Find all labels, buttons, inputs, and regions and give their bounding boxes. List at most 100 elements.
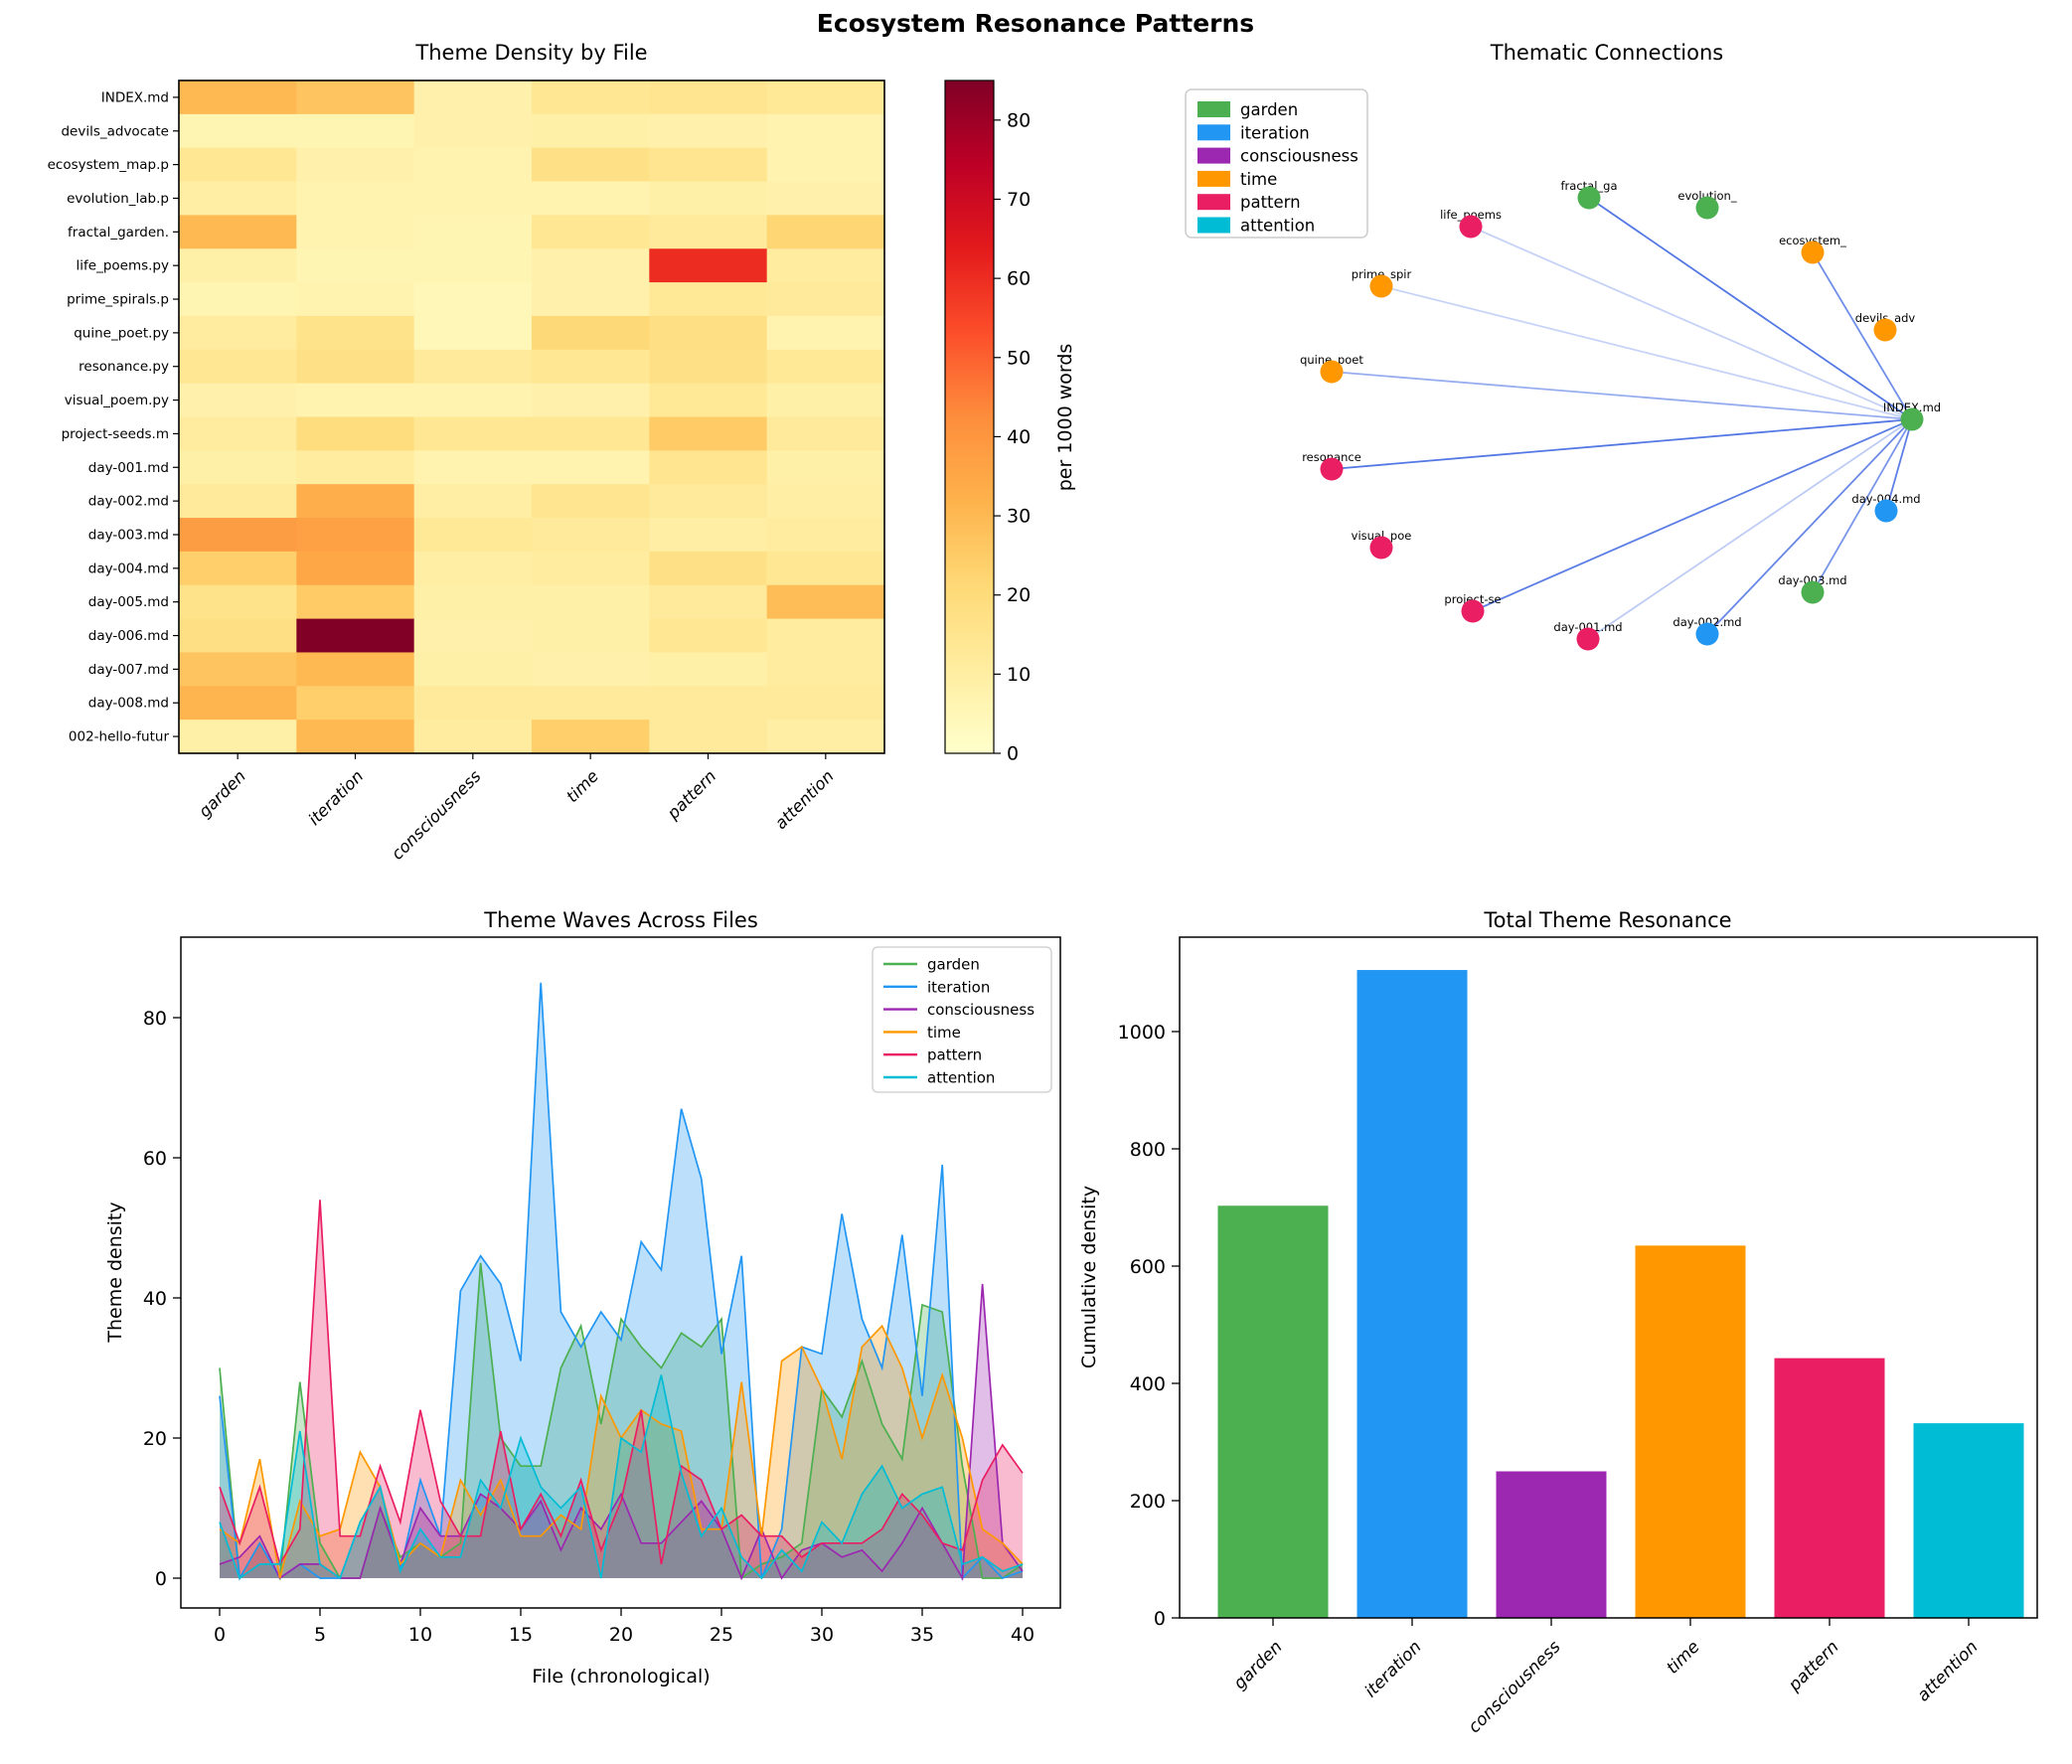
network-node-label: fractal_ga <box>1561 179 1618 193</box>
heatmap-cell <box>179 147 297 183</box>
heatmap-cell <box>296 315 415 351</box>
heatmap-colorbar: 0 10 20 30 40 50 60 70 80 <box>944 80 1031 765</box>
heatmap-row-label: day-001.md <box>88 460 169 476</box>
network-edge <box>1812 418 1913 593</box>
heatmap-row-label: fractal_garden. <box>68 225 169 241</box>
heatmap-row-label: prime_spirals.p <box>67 292 169 308</box>
y-tick-label: 1000 <box>1118 1022 1166 1043</box>
heatmap-col-label: iteration <box>305 766 368 829</box>
heatmap-cell <box>179 416 297 451</box>
legend-label: iteration <box>927 978 990 996</box>
x-tick-label: 40 <box>1011 1624 1035 1646</box>
heatmap-cell <box>179 215 297 249</box>
legend-label: time <box>927 1024 961 1042</box>
network-node <box>1873 318 1897 342</box>
heatmap-row-label: resonance.py <box>79 359 169 375</box>
waves-area-iteration <box>220 982 1023 1578</box>
waves-area-time <box>220 1326 1023 1578</box>
heatmap-row-label: project-seeds.m <box>62 426 169 442</box>
figure-title: Ecosystem Resonance Patterns <box>817 9 1254 38</box>
heatmap-cell <box>766 551 885 586</box>
bar-consciousness <box>1496 1471 1607 1618</box>
heatmap-cell <box>649 315 768 351</box>
heatmap-col-label: pattern <box>663 766 719 823</box>
heatmap-cell <box>179 248 297 283</box>
heatmap-cell <box>649 181 768 216</box>
colorbar-bar <box>944 80 995 754</box>
network-node <box>1801 241 1825 264</box>
heatmap-cell <box>179 720 297 754</box>
y-tick-label: 200 <box>1130 1491 1166 1513</box>
heatmap-cell <box>649 349 768 385</box>
heatmap-cell <box>649 383 768 417</box>
heatmap-cell <box>296 147 415 183</box>
heatmap-cell <box>649 282 768 317</box>
heatmap-cell <box>649 484 768 519</box>
network-node-label: quine_poet <box>1300 353 1363 367</box>
heatmap-row-label: 002-hello-futur <box>69 729 170 745</box>
heatmap-cell <box>532 450 650 485</box>
heatmap-cell <box>296 618 415 653</box>
legend-label: time <box>1240 170 1277 189</box>
heatmap-cell <box>179 113 297 149</box>
heatmap-cell <box>766 450 885 485</box>
heatmap-row-label: ecosystem_map.p <box>48 157 169 173</box>
heatmap-cell <box>296 181 415 216</box>
waves-axes: 0 5 10 15 20 25 30 35 40 0 20 40 60 80 <box>143 936 1061 1646</box>
heatmap-cell <box>296 484 415 519</box>
heatmap-cell <box>179 282 297 317</box>
heatmap-cell <box>413 147 533 183</box>
heatmap-cells <box>179 80 885 754</box>
heatmap-frame <box>178 80 885 754</box>
y-tick-label: 800 <box>1130 1139 1166 1161</box>
colorbar-tick-label: 20 <box>1007 584 1031 606</box>
network-edge <box>1706 418 1913 635</box>
x-tick-label: 20 <box>609 1624 633 1646</box>
network-edge <box>1812 251 1913 420</box>
heatmap-title: Theme Density by File <box>414 41 647 65</box>
network-edge <box>1588 197 1913 420</box>
heatmap-cell <box>649 584 768 620</box>
legend-swatch <box>1197 124 1230 141</box>
legend-label: pattern <box>1240 193 1301 212</box>
legend-swatch <box>1197 170 1230 187</box>
heatmap-cell <box>649 686 768 721</box>
heatmap-cell <box>766 248 885 283</box>
y-tick-label: 0 <box>1154 1608 1166 1630</box>
network-legend-box <box>1185 88 1368 239</box>
heatmap-cell <box>766 282 885 317</box>
heatmap-col-label: attention <box>771 766 838 833</box>
heatmap-cell <box>413 618 533 653</box>
bar-category-label: time <box>1663 1637 1703 1678</box>
heatmap-cell <box>296 80 415 115</box>
network-node-label: INDEX.md <box>1883 401 1941 414</box>
colorbar-tick-label: 60 <box>1007 268 1031 290</box>
network-edge <box>1331 418 1913 470</box>
network-node-label: day-002.md <box>1673 615 1741 629</box>
network-node <box>1320 457 1344 481</box>
heatmap-cell <box>649 450 768 485</box>
heatmap-row-label: day-007.md <box>88 662 169 678</box>
heatmap-cell <box>649 551 768 586</box>
heatmap-row-label: quine_poet.py <box>74 325 169 341</box>
bars-ylabel: Cumulative density <box>1078 1186 1100 1368</box>
network-edge <box>1470 226 1913 420</box>
y-tick-label: 600 <box>1130 1256 1166 1278</box>
heatmap-cell <box>413 720 533 754</box>
network-edge <box>1331 371 1913 420</box>
heatmap-cell <box>413 113 533 149</box>
heatmap-row-label: devils_advocate <box>61 123 169 139</box>
heatmap-cell <box>532 686 650 721</box>
bar-category-label: attention <box>1914 1637 1983 1705</box>
legend-label: attention <box>927 1069 995 1087</box>
heatmap-cell <box>532 518 650 553</box>
legend-label: consciousness <box>927 1001 1035 1019</box>
bar-iteration <box>1356 970 1468 1618</box>
y-tick-label: 60 <box>143 1148 167 1170</box>
heatmap-cell <box>296 551 415 586</box>
heatmap-row-label: evolution_lab.p <box>67 191 169 207</box>
colorbar-label: per 1000 words <box>1054 344 1076 492</box>
heatmap-cell <box>296 282 415 317</box>
